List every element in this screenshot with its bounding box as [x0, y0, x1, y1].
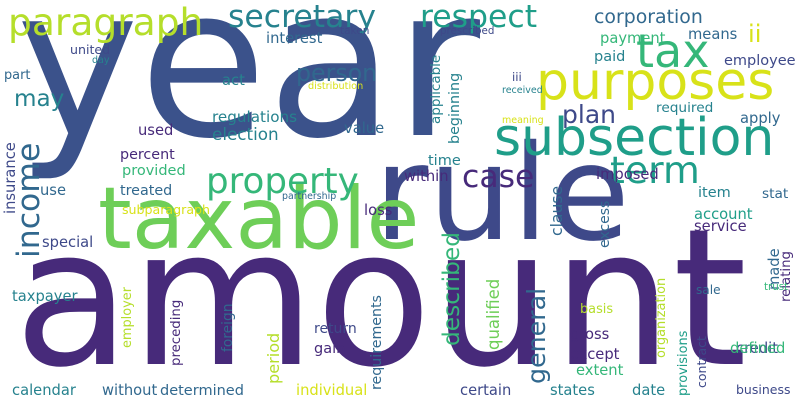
word-except: except [570, 346, 620, 363]
word-apply: apply [740, 110, 781, 127]
word-account: account [694, 206, 753, 223]
word-property: property [206, 161, 359, 202]
word-meaning: meaning [502, 115, 544, 126]
word-paragraph: paragraph [8, 0, 204, 44]
word-certain: certain [460, 382, 512, 399]
word-clause: clause [548, 185, 566, 236]
word-value: value [344, 120, 385, 137]
word-received: received [502, 85, 543, 96]
word-payment: payment [600, 30, 666, 47]
word-calendar: calendar [12, 382, 76, 399]
word-loss: loss [364, 202, 393, 219]
word-partnership: partnership [282, 191, 337, 202]
word-corporation: corporation [594, 6, 703, 28]
word-provided: provided [122, 163, 186, 179]
word-taxable: taxable [98, 169, 420, 269]
word-interest: interest [266, 30, 323, 47]
word-beginning: beginning [447, 72, 463, 144]
word-prescribed: prescribed [440, 25, 495, 37]
word-item: item [698, 185, 731, 201]
word-excess: excess [597, 200, 613, 248]
word-term: term [610, 148, 700, 192]
word-taxpayer: taxpayer [12, 288, 78, 305]
word-insurance: insurance [2, 142, 19, 214]
word-sale: sale [696, 283, 721, 297]
word-relating: relating [779, 251, 794, 302]
word-foreign: foreign [220, 303, 236, 353]
word-requirements: requirements [369, 295, 385, 390]
word-tax: tax [636, 24, 710, 78]
word-ii: ii [748, 20, 762, 48]
word-secretary: secretary [228, 0, 376, 35]
word-determined: determined [160, 383, 244, 399]
word-states: states [550, 382, 595, 399]
word-defined: defined [730, 340, 786, 357]
word-election: election [212, 124, 279, 144]
word-regulations: regulations [212, 108, 298, 126]
word-without: without [102, 382, 158, 399]
word-credit: credit [736, 340, 778, 357]
word-required: required [656, 100, 714, 116]
word-gross: gross [570, 326, 610, 343]
word-subsection: subsection [494, 108, 775, 168]
word-percent: percent [120, 147, 175, 163]
word-treated: treated [120, 183, 173, 199]
word-purposes: purposes [536, 52, 775, 112]
word-means: means [688, 26, 738, 43]
word-plan: plan [562, 100, 616, 129]
word-amount: amount [14, 188, 748, 400]
word-taken: taken [340, 25, 370, 37]
word-organization: organization [654, 277, 669, 358]
word-paid: paid [594, 49, 626, 65]
word-general: general [522, 287, 551, 384]
word-applicable: applicable [428, 54, 444, 124]
word-period: period [264, 332, 283, 384]
word-contract: contract [694, 336, 709, 388]
word-extent: extent [576, 362, 624, 379]
word-qualified: qualified [484, 278, 503, 350]
word-date: date [632, 382, 666, 399]
word-described: described [438, 231, 465, 346]
word-may: may [14, 86, 65, 112]
word-trust: trust [764, 281, 789, 293]
word-service: service [694, 218, 747, 235]
word-special: special [42, 234, 94, 251]
word-business: business [736, 382, 791, 397]
word-gain: gain [314, 341, 346, 357]
word-part: part [4, 68, 31, 83]
word-employee: employee [724, 53, 796, 69]
word-respect: respect [420, 0, 538, 35]
word-return: return [314, 321, 357, 337]
word-employer: employer [120, 287, 135, 348]
word-act: act [222, 72, 245, 89]
word-use: use [40, 182, 66, 199]
word-imposed: imposed [596, 166, 659, 183]
word-time: time [428, 153, 461, 169]
word-united: united [70, 42, 111, 57]
word-basis: basis [580, 302, 614, 317]
word-subparagraph: subparagraph [122, 202, 211, 217]
word-rule: rule [374, 117, 630, 271]
word-provisions: provisions [676, 330, 691, 396]
word-within: within [404, 168, 449, 185]
word-individual: individual [296, 382, 368, 399]
word-person: person [296, 59, 378, 87]
word-iii: iii [512, 70, 522, 84]
word-stat: stat [762, 186, 789, 202]
word-distribution: distribution [308, 81, 364, 92]
word-case: case [462, 159, 535, 195]
word-day: day [92, 55, 110, 66]
word-year: year [16, 0, 481, 185]
word-used: used [138, 122, 174, 139]
word-preceding: preceding [169, 299, 184, 366]
